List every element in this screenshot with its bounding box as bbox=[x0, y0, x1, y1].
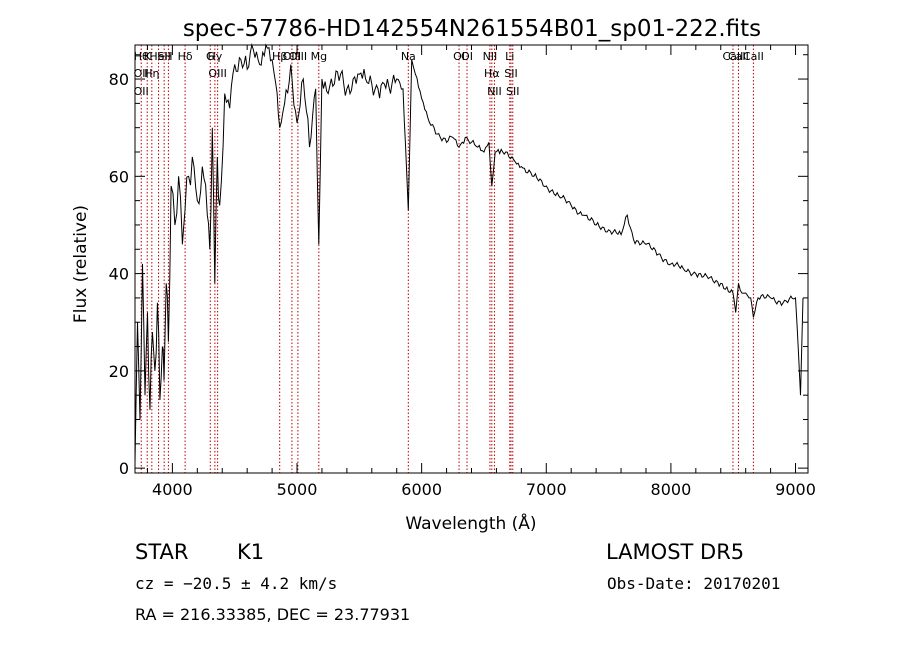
line-label-0-1: OII bbox=[134, 67, 149, 80]
line-label-7-0: G bbox=[206, 50, 215, 63]
y-axis-ticks: 0 20 40 60 80 bbox=[109, 54, 808, 478]
x-tick-label-6000: 6000 bbox=[401, 480, 442, 499]
line-label-25-0: CaII bbox=[743, 50, 764, 63]
x-axis-ticks: 4000 5000 6000 7000 8000 9000 bbox=[146, 45, 816, 499]
line-label-18-0: Hα bbox=[484, 67, 500, 80]
y-tick-label-40: 40 bbox=[109, 265, 129, 284]
x-tick-label-4000: 4000 bbox=[152, 480, 193, 499]
coordinates: RA = 216.33385, DEC = 23.77931 bbox=[135, 605, 411, 624]
line-label-15-0: OI bbox=[453, 50, 465, 63]
line-label-8-0: Hγ bbox=[207, 50, 222, 63]
line-label-12-0: OIII bbox=[289, 50, 307, 63]
line-label-10-0: Hβ bbox=[272, 50, 287, 63]
line-label-16-0: OI bbox=[461, 50, 473, 63]
survey-name: LAMOST DR5 bbox=[606, 540, 745, 564]
x-tick-label-9000: 9000 bbox=[775, 480, 816, 499]
y-tick-label-0: 0 bbox=[119, 459, 129, 478]
line-label-22-0: SII bbox=[506, 85, 519, 98]
redshift-value: cz = −20.5 ± 4.2 km/s bbox=[135, 574, 338, 593]
x-tick-label-7000: 7000 bbox=[526, 480, 567, 499]
spectrum-series-line bbox=[134, 43, 804, 464]
line-label-3-0: HeI bbox=[149, 50, 167, 63]
line-label-19-0: NII bbox=[487, 85, 502, 98]
line-label-21-0: SII bbox=[504, 67, 517, 80]
line-label-1-0: K bbox=[144, 50, 152, 63]
line-label-0-2: OII bbox=[134, 85, 149, 98]
line-label-20-0: Li bbox=[505, 50, 514, 63]
x-axis-label: Wavelength (Å) bbox=[405, 512, 536, 534]
chart-title: spec-57786-HD142554N261554B01_sp01-222.f… bbox=[183, 16, 761, 42]
y-tick-label-60: 60 bbox=[109, 167, 129, 186]
x-tick-label-8000: 8000 bbox=[651, 480, 692, 499]
line-label-17-0: NII bbox=[483, 50, 498, 63]
line-label-2-0: Hη bbox=[144, 67, 159, 80]
y-axis-label: Flux (relative) bbox=[71, 205, 91, 323]
line-label-5-0: H bbox=[164, 50, 172, 63]
line-label-11-0: OIII bbox=[283, 50, 301, 63]
line-label-24-0: CaII bbox=[728, 50, 749, 63]
plot-frame bbox=[134, 44, 809, 474]
spectral-subclass: K1 bbox=[237, 540, 265, 564]
line-label-0-0: Hθ bbox=[134, 50, 149, 63]
y-tick-label-80: 80 bbox=[109, 70, 129, 89]
line-label-13-0: Mg bbox=[311, 50, 327, 63]
line-label-23-0: CaII bbox=[723, 50, 744, 63]
line-label-9-0: OIII bbox=[208, 67, 226, 80]
observation-date: Obs-Date: 20170201 bbox=[607, 574, 781, 593]
y-tick-label-20: 20 bbox=[109, 362, 129, 381]
x-tick-label-5000: 5000 bbox=[277, 480, 318, 499]
line-label-4-0: SII bbox=[157, 50, 170, 63]
line-label-6-0: Hδ bbox=[178, 50, 193, 63]
object-class: STAR bbox=[135, 540, 189, 564]
line-label-14-0: Na bbox=[401, 50, 416, 63]
